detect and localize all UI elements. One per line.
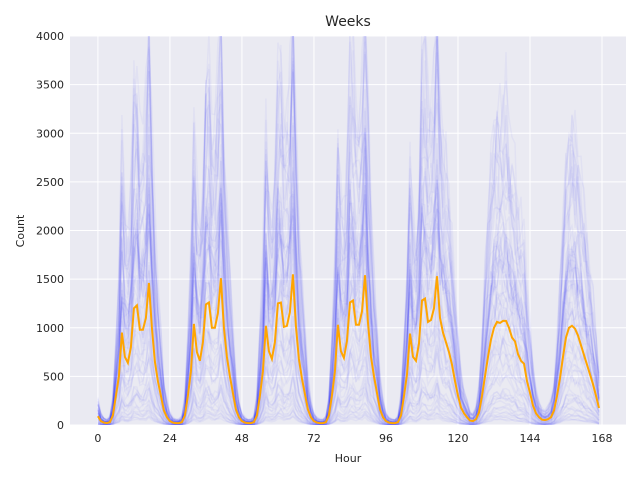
- x-tick-label: 72: [307, 432, 321, 445]
- y-tick-label: 500: [43, 370, 64, 383]
- x-axis-label: Hour: [335, 452, 362, 465]
- y-tick-label: 2000: [36, 225, 64, 238]
- y-tick-label: 0: [57, 419, 64, 432]
- x-tick-label: 48: [235, 432, 249, 445]
- y-tick-label: 4000: [36, 30, 64, 43]
- tick-labels: 0 24 48 72 96 120 144 168 0 500 1000 1500 2000 2500 30…: [36, 30, 612, 445]
- x-tick-label: 144: [519, 432, 540, 445]
- x-tick-label: 24: [163, 432, 177, 445]
- y-tick-label: 2500: [36, 176, 64, 189]
- mean-series-line: [97, 274, 600, 425]
- y-tick-label: 1500: [36, 273, 64, 286]
- x-tick-label: 96: [379, 432, 393, 445]
- x-tick-label: 0: [94, 432, 101, 445]
- chart-title: Weeks: [325, 14, 371, 30]
- x-tick-label: 168: [591, 432, 612, 445]
- y-axis-label: Count: [14, 214, 27, 247]
- y-tick-label: 3000: [36, 127, 64, 140]
- x-tick-label: 120: [447, 432, 468, 445]
- y-tick-label: 1000: [36, 322, 64, 335]
- y-tick-label: 3500: [36, 79, 64, 92]
